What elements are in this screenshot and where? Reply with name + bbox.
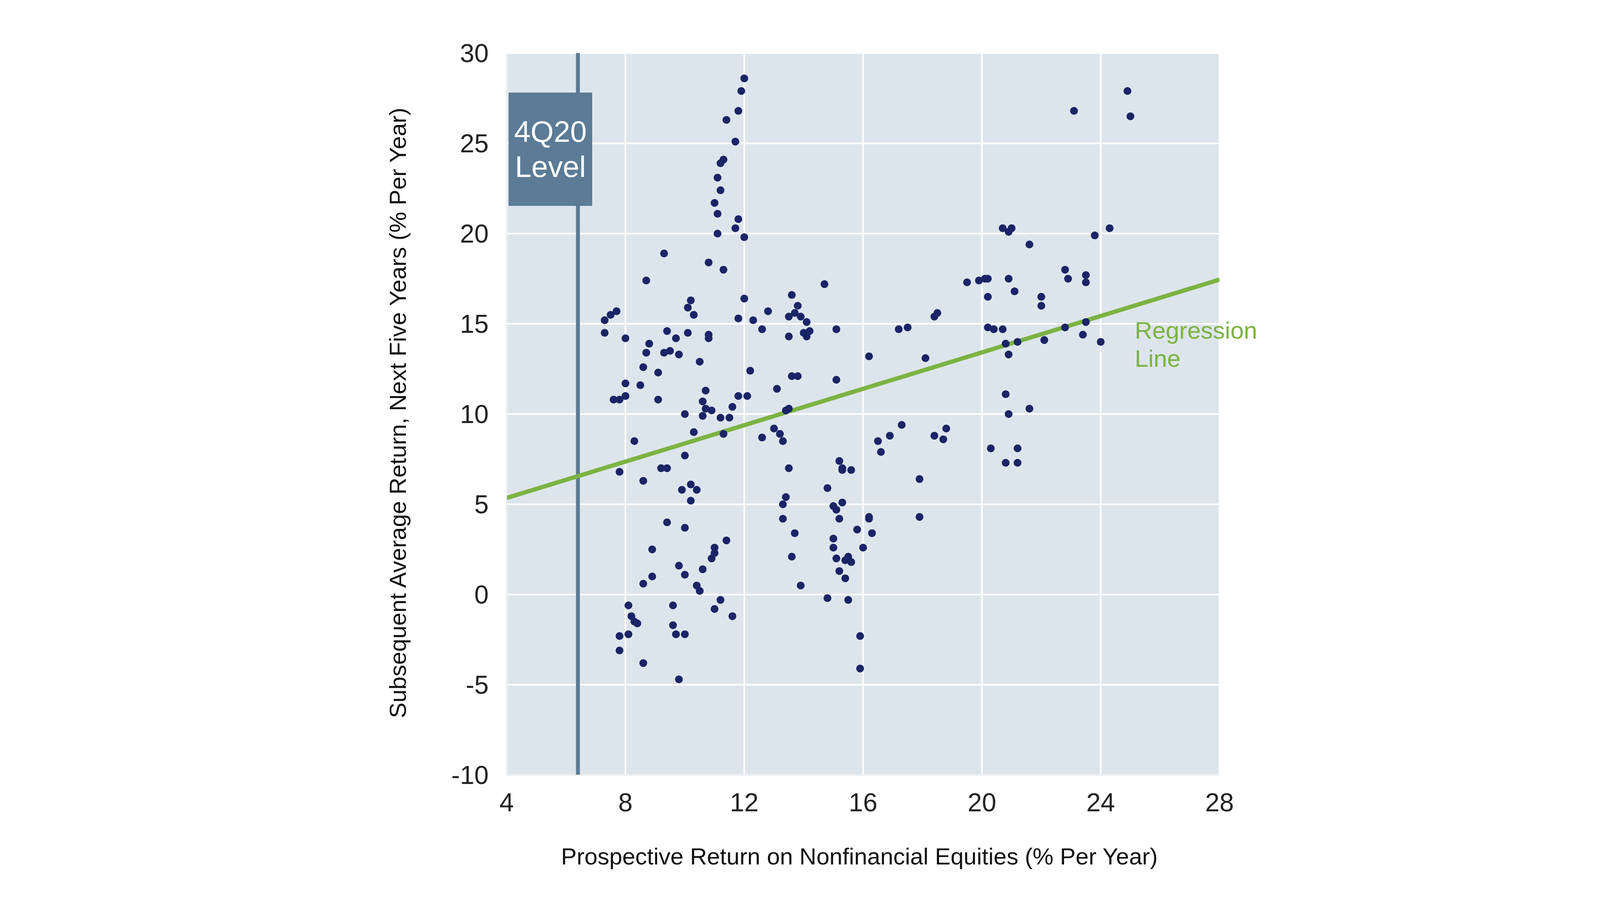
html-text:Level: Level <box>514 150 586 184</box>
html-text:4Q20: 4Q20 <box>514 114 587 149</box>
svg-text:4: 4 <box>499 787 515 817</box>
svg-text:10: 10 <box>460 399 489 429</box>
svg-text:25: 25 <box>460 128 489 158</box>
svg-text:0: 0 <box>474 580 489 609</box>
svg-text:28: 28 <box>1205 787 1234 817</box>
svg-text:-5: -5 <box>465 670 489 700</box>
html-text:Prospective Return on Nonfinan: Prospective Return on Nonfinancial Equit… <box>561 843 1158 870</box>
html-text:Subsequent Average Return, Nex: Subsequent Average Return, Next Five Yea… <box>384 107 411 719</box>
svg-text:12: 12 <box>730 787 759 817</box>
svg-text:15: 15 <box>460 309 489 339</box>
html-text:Regression: Regression <box>1134 316 1258 344</box>
svg-text:5: 5 <box>474 489 489 519</box>
svg-text:30: 30 <box>460 38 489 68</box>
svg-text:16: 16 <box>848 787 878 817</box>
svg-text:8: 8 <box>618 787 633 817</box>
svg-text:20: 20 <box>967 787 997 817</box>
svg-text:-10: -10 <box>451 760 489 790</box>
html-text:Line: Line <box>1134 344 1181 372</box>
svg-text:20: 20 <box>460 219 489 249</box>
svg-text:24: 24 <box>1086 787 1115 817</box>
